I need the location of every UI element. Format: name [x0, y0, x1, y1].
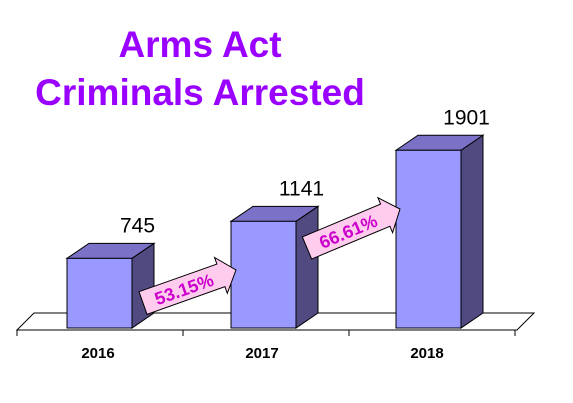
- bar-front: [66, 257, 133, 329]
- bar-side: [460, 134, 484, 329]
- x-tick-label-2016: 2016: [81, 345, 114, 362]
- bar-front: [395, 149, 462, 329]
- data-label-2016: 745: [120, 214, 155, 237]
- arrow-shape: [138, 256, 237, 315]
- bar-side: [295, 205, 319, 329]
- chart-title-line-2: Criminals Arrested: [35, 72, 365, 113]
- chart-title-line-1: Arms Act: [118, 24, 282, 65]
- data-label-2018: 1901: [443, 106, 490, 129]
- growth-label: 66.61%: [316, 211, 380, 253]
- arrow-shape: [301, 196, 401, 260]
- bar-2018: [394, 134, 485, 329]
- bar-front: [230, 220, 297, 329]
- bar-2016: [65, 242, 156, 329]
- x-tick-label-2017: 2017: [245, 345, 278, 362]
- x-tick-label-2018: 2018: [410, 345, 443, 362]
- bar-2017: [229, 205, 320, 329]
- data-label-2017: 1141: [279, 177, 324, 200]
